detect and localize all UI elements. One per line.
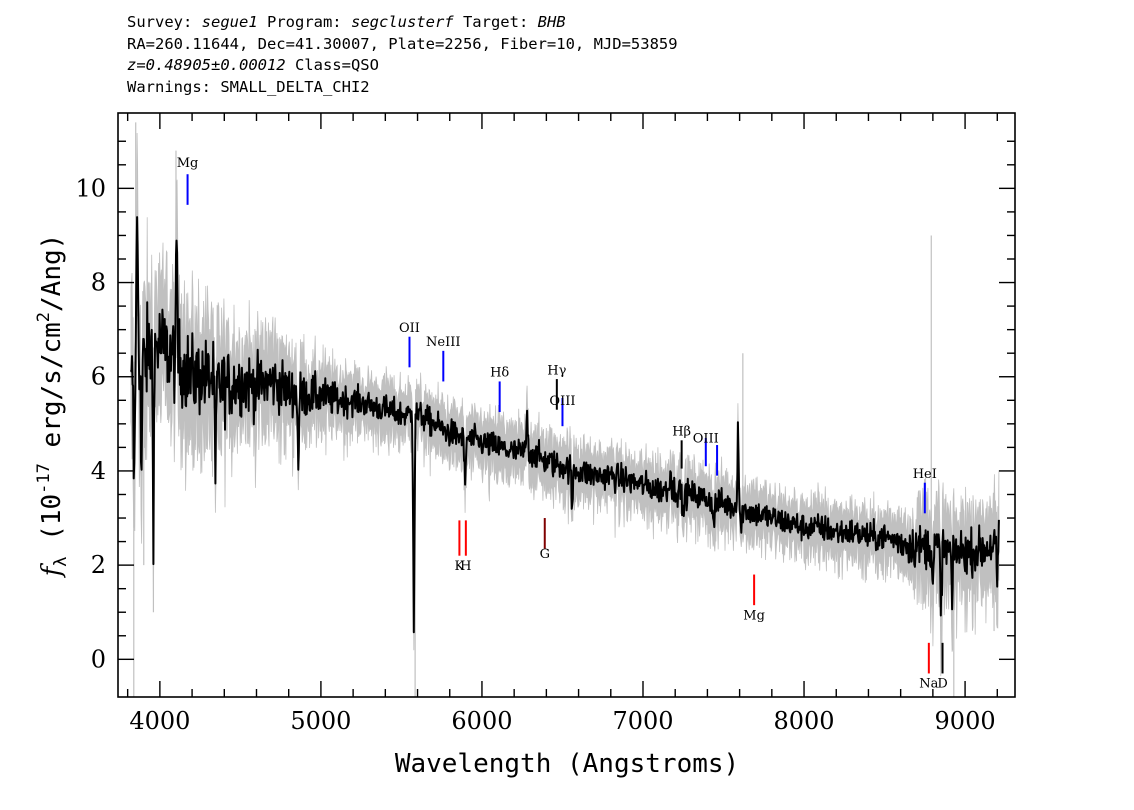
absorption-line-label: H — [460, 559, 471, 574]
emission-line-label: OIII — [693, 432, 719, 447]
class-value: Class=QSO — [285, 56, 379, 74]
absorption-line-label: D — [937, 677, 947, 692]
header-line-coordinates: RA=260.11644, Dec=41.30007, Plate=2256, … — [127, 34, 678, 53]
y-axis-label-exp1: -17 — [34, 463, 54, 494]
program-value: segclusterf — [350, 13, 454, 31]
y-tick-label: 8 — [91, 269, 106, 297]
plot-header: Survey: segue1 Program: segclusterf Targ… — [127, 12, 678, 98]
absorption-line-label: K — [455, 559, 465, 574]
y-axis-label-units-open: (10 — [37, 494, 67, 557]
emission-line-label: OIII — [549, 394, 575, 409]
emission-line-label: Hβ — [672, 425, 691, 440]
header-line-redshift: z=0.48905±0.00012 Class=QSO — [127, 55, 678, 77]
survey-value: segue1 — [201, 13, 258, 31]
absorption-line-label: Na — [919, 677, 938, 692]
y-axis-label-subscript: λ — [51, 556, 71, 566]
noise-band — [130, 122, 1000, 697]
plot-frame — [117, 112, 1016, 698]
x-tick-label: 5000 — [290, 707, 351, 735]
emission-line-label: OII — [399, 321, 420, 336]
y-tick-label: 2 — [91, 551, 106, 579]
program-label: Program: — [257, 13, 351, 31]
absorption-line-label: G — [540, 547, 550, 562]
y-axis-label-exp2: 2 — [34, 312, 54, 322]
absorption-line-label: Mg — [743, 608, 765, 623]
y-tick-label: 0 — [91, 645, 106, 673]
header-line-survey: Survey: segue1 Program: segclusterf Targ… — [127, 12, 678, 34]
emission-line-label: Hδ — [490, 366, 509, 381]
target-label: Target: — [453, 13, 538, 31]
target-value: BHB — [537, 13, 566, 31]
y-tick-label: 6 — [91, 363, 106, 391]
axis-ticks: 4000 5000 6000 7000 8000 9000 0 2 4 6 8 10 — [75, 113, 1015, 735]
y-axis-label-units-mid: erg/s/cm — [37, 322, 67, 463]
emission-line-label: Hγ — [547, 363, 566, 378]
emission-line-label: Mg — [177, 156, 199, 171]
x-tick-label: 8000 — [773, 707, 834, 735]
emission-line-label: HeI — [913, 467, 937, 482]
x-tick-label: 7000 — [612, 707, 673, 735]
x-tick-label: 4000 — [129, 707, 190, 735]
x-axis-label: Wavelength (Angstroms) — [395, 749, 739, 779]
axes — [117, 112, 1016, 698]
x-tick-label: 9000 — [935, 707, 996, 735]
header-line-warnings: Warnings: SMALL_DELTA_CHI2 — [127, 77, 370, 96]
spectrum-line — [129, 216, 1000, 634]
y-axis-label-units-close: /Ang) — [37, 234, 67, 312]
survey-label: Survey: — [127, 13, 202, 31]
y-axis-label: fλ (10-17 erg/s/cm2/Ang) — [34, 234, 71, 579]
y-tick-label: 10 — [75, 174, 106, 202]
spectrum-series — [129, 216, 1000, 634]
emission-line-label: NeIII — [426, 335, 460, 350]
x-tick-label: 6000 — [451, 707, 512, 735]
redshift-value: z=0.48905±0.00012 — [127, 56, 286, 74]
y-tick-label: 4 — [91, 457, 106, 485]
